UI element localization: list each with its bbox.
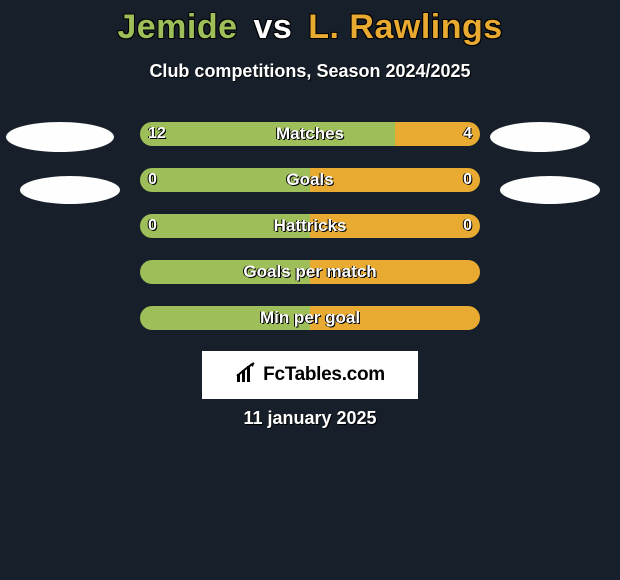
bar-right [310, 260, 480, 284]
bar-left [140, 306, 310, 330]
vs-text: vs [253, 8, 292, 46]
stat-value-left: 0 [148, 214, 157, 238]
photo-placeholder [20, 176, 120, 204]
stat-value-right: 4 [463, 122, 472, 146]
photo-placeholder [490, 122, 590, 152]
stat-value-left: 12 [148, 122, 166, 146]
bar-left [140, 168, 310, 192]
stat-row: Min per goal [0, 304, 620, 350]
stat-row: Hattricks00 [0, 212, 620, 258]
bar-right [310, 214, 480, 238]
chart-icon [235, 362, 257, 389]
photo-placeholder [6, 122, 114, 152]
stat-rows: Matches124Goals00Hattricks00Goals per ma… [0, 120, 620, 350]
page-title: Jemide vs L. Rawlings [0, 0, 620, 47]
badge-text: FcTables.com [263, 364, 385, 386]
bar-track [140, 260, 480, 284]
bar-right [310, 306, 480, 330]
stat-value-right: 0 [463, 214, 472, 238]
fctables-badge: FcTables.com [202, 351, 418, 399]
bar-track [140, 306, 480, 330]
player2-name: L. Rawlings [308, 8, 502, 46]
stat-value-right: 0 [463, 168, 472, 192]
bar-track [140, 122, 480, 146]
bar-left [140, 214, 310, 238]
photo-placeholder [500, 176, 600, 204]
player1-name: Jemide [117, 8, 237, 46]
bar-left [140, 260, 310, 284]
subtitle: Club competitions, Season 2024/2025 [0, 61, 620, 82]
bar-track [140, 214, 480, 238]
bar-right [310, 168, 480, 192]
bar-left [140, 122, 395, 146]
stat-row: Goals per match [0, 258, 620, 304]
date-text: 11 january 2025 [0, 408, 620, 429]
stat-value-left: 0 [148, 168, 157, 192]
bar-track [140, 168, 480, 192]
